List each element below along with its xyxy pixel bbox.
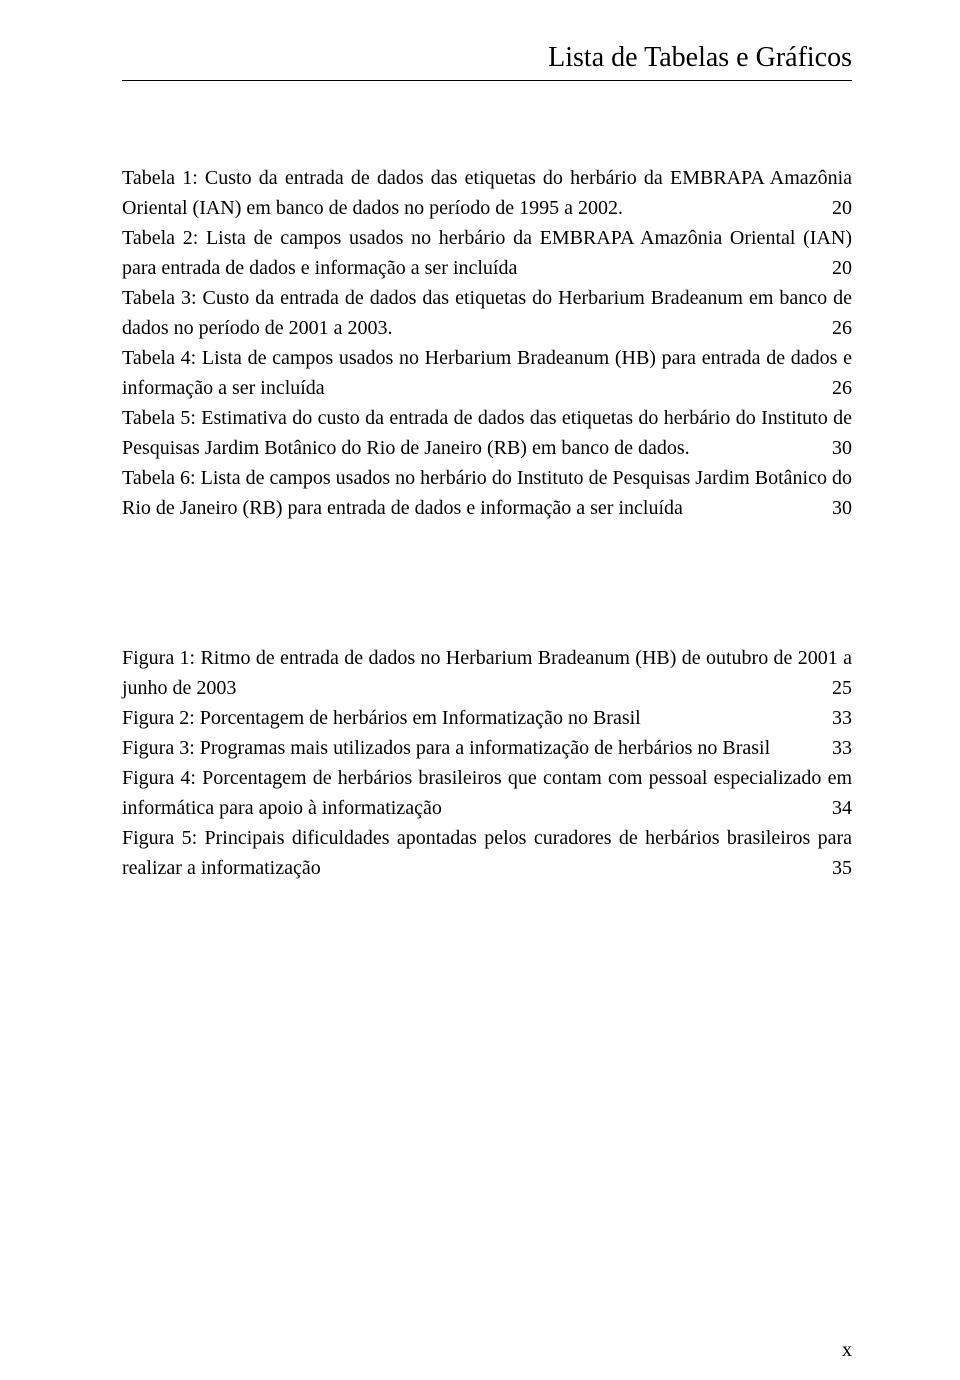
list-item: Figura 3: Programas mais utilizados para… [122, 733, 852, 763]
entry-text: Figura 3: Programas mais utilizados para… [122, 737, 770, 759]
entry-text: Figura 4: Porcentagem de herbários brasi… [122, 767, 852, 819]
tables-list: Tabela 1: Custo da entrada de dados das … [122, 163, 852, 523]
list-item: Tabela 3: Custo da entrada de dados das … [122, 283, 852, 343]
list-item: Tabela 4: Lista de campos usados no Herb… [122, 343, 852, 403]
entry-page: 34 [832, 793, 852, 823]
section-gap [122, 523, 852, 643]
list-item: Tabela 2: Lista de campos usados no herb… [122, 223, 852, 283]
entry-page: 30 [832, 433, 852, 463]
entry-text: Figura 2: Porcentagem de herbários em In… [122, 707, 641, 729]
figures-list: Figura 1: Ritmo de entrada de dados no H… [122, 643, 852, 883]
header-title: Lista de Tabelas e Gráficos [548, 42, 852, 73]
page-header: Lista de Tabelas e Gráficos [122, 42, 852, 81]
entry-text: Tabela 1: Custo da entrada de dados das … [122, 167, 852, 219]
entry-page: 33 [832, 733, 852, 763]
entry-text: Tabela 6: Lista de campos usados no herb… [122, 467, 852, 519]
list-item: Tabela 1: Custo da entrada de dados das … [122, 163, 852, 223]
entry-page: 25 [832, 673, 852, 703]
list-item: Figura 1: Ritmo de entrada de dados no H… [122, 643, 852, 703]
entry-text: Tabela 5: Estimativa do custo da entrada… [122, 407, 852, 459]
entry-page: 33 [832, 703, 852, 733]
entry-page: 26 [832, 313, 852, 343]
page-number: x [842, 1339, 852, 1362]
entry-page: 30 [832, 493, 852, 523]
list-item: Figura 5: Principais dificuldades aponta… [122, 823, 852, 883]
entry-text: Figura 5: Principais dificuldades aponta… [122, 827, 852, 879]
entry-page: 20 [832, 193, 852, 223]
list-item: Figura 2: Porcentagem de herbários em In… [122, 703, 852, 733]
list-item: Tabela 6: Lista de campos usados no herb… [122, 463, 852, 523]
entry-page: 26 [832, 373, 852, 403]
entry-text: Tabela 3: Custo da entrada de dados das … [122, 287, 852, 339]
entry-text: Figura 1: Ritmo de entrada de dados no H… [122, 647, 852, 699]
entry-text: Tabela 2: Lista de campos usados no herb… [122, 227, 852, 279]
entry-page: 20 [832, 253, 852, 283]
entry-page: 35 [832, 853, 852, 883]
list-item: Tabela 5: Estimativa do custo da entrada… [122, 403, 852, 463]
list-item: Figura 4: Porcentagem de herbários brasi… [122, 763, 852, 823]
entry-text: Tabela 4: Lista de campos usados no Herb… [122, 347, 852, 399]
